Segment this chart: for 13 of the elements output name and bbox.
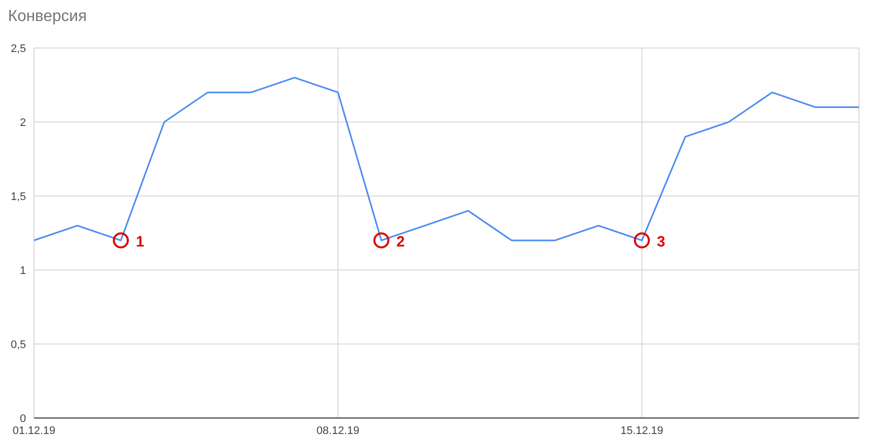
y-tick-label: 2,5 <box>10 42 26 55</box>
x-tick-label: 01.12.19 <box>12 424 56 437</box>
annotation: 1 <box>136 233 144 250</box>
x-tick-label: 15.12.19 <box>620 424 664 437</box>
chart-title: Конверсия <box>8 8 87 26</box>
y-tick-label: 1 <box>20 264 26 277</box>
annotation: 3 <box>656 233 666 250</box>
y-tick-label: 1,5 <box>10 190 26 203</box>
y-tick-label: 2 <box>20 116 26 129</box>
annotation: 2 <box>396 233 405 250</box>
y-tick-label: 0,5 <box>10 338 26 351</box>
y-tick-label: 0 <box>20 412 26 425</box>
x-tick-label: 08.12.19 <box>316 424 360 437</box>
